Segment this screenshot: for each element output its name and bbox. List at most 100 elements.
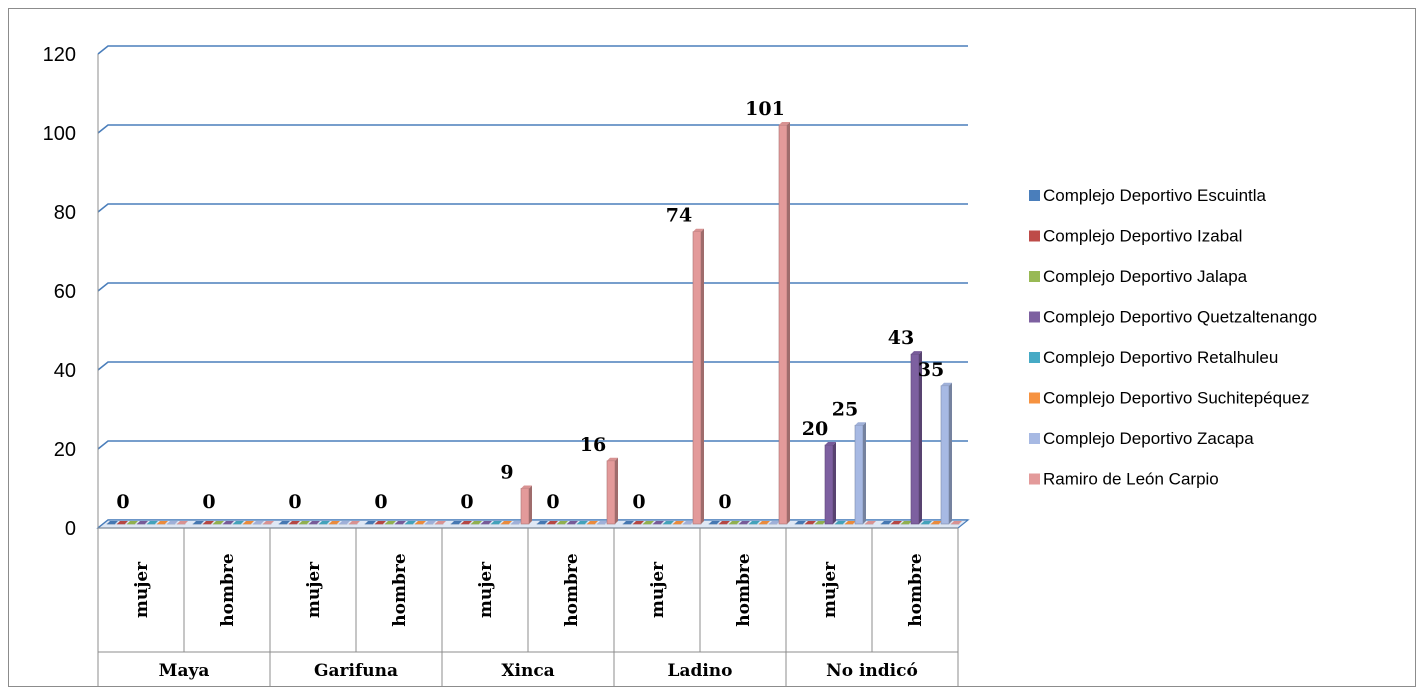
legend-swatch [1029,190,1040,201]
bar-top [825,442,836,445]
data-label: 0 [546,491,559,513]
bar-side [787,122,790,525]
bar-top [795,520,806,524]
bar-side [413,520,416,524]
gridline [97,361,968,371]
bar-side [287,520,290,524]
bar-side [433,520,436,524]
bar-side [499,520,502,524]
bar-top [395,520,406,524]
category-label: mujer [476,561,496,618]
bar-top [375,520,386,524]
group-label: Garifuna [314,661,398,681]
bar-top [203,520,214,524]
legend-swatch [1029,352,1040,363]
bar-top [643,520,654,524]
bar-top [365,520,376,524]
bar-top [223,520,234,524]
bar-top [279,520,290,524]
bar-top [415,520,426,524]
bar-side [251,520,254,524]
data-label: 43 [888,327,914,349]
bar-side [383,520,386,524]
bar-side [211,520,214,524]
bar-top [471,520,482,524]
y-tick-label: 40 [54,360,76,382]
y-tick-label: 120 [43,44,76,66]
data-label: 0 [632,491,645,513]
bar-top [481,520,492,524]
bar-side [317,520,320,524]
bar-side [747,520,750,524]
data-label: 0 [460,491,473,513]
bar-side [803,520,806,524]
group-label: Maya [159,661,210,681]
bar-top [719,520,730,524]
bar-side [469,520,472,524]
data-label: 0 [288,491,301,513]
group-label: Xinca [501,661,554,681]
bar-top [921,520,932,524]
bar-top [709,520,720,524]
bar [778,124,788,525]
bar-top [349,520,360,524]
bar-side [155,520,158,524]
bar-top [941,382,952,386]
chart-frame [8,8,1416,687]
bar-side [949,382,952,524]
bar-side [889,520,892,524]
bar-side [145,520,148,524]
legend-swatch [1029,433,1040,444]
bar-top [127,520,138,524]
gridline [97,203,968,213]
bar-top [557,520,568,524]
bar-side [347,520,350,524]
bar-top [739,520,750,524]
data-label: 0 [374,491,387,513]
data-label: 74 [666,205,692,227]
data-label: 35 [918,359,944,381]
data-label: 25 [832,398,858,420]
bar-top [319,520,330,524]
bar [520,488,530,525]
bar-top [177,520,188,524]
bar-side [919,351,922,524]
category-label: hombre [562,553,582,627]
bar-top [673,520,684,524]
bar-side [843,520,846,524]
bar-side [115,520,118,524]
bar-top [385,520,396,524]
bar-top [693,228,704,232]
bar-top [435,520,446,524]
bar-top [911,351,922,355]
data-label: 101 [745,98,785,120]
bar-top [633,520,644,524]
bar-top [425,520,436,524]
bar-top [623,520,634,524]
y-tick-label: 60 [54,281,76,303]
group-label: Ladino [667,661,732,681]
bar-top [339,520,350,524]
bar [940,385,950,525]
bar-side [813,520,816,524]
gridline [97,282,968,292]
bar-side [631,520,634,524]
bar-top [511,520,522,524]
bar-side [681,520,684,524]
bar-side [899,520,902,524]
bar-top [567,520,578,524]
data-label: 0 [718,491,731,513]
bar-side [241,520,244,524]
bar-top [243,520,254,524]
legend-swatch [1029,473,1040,485]
bar-top [263,520,274,524]
legend-swatch [1029,271,1040,282]
bar-side [641,520,644,524]
bar-side [393,520,396,524]
bar-side [929,520,932,524]
bar-top [865,520,876,524]
bar-side [833,442,836,524]
bar-top [577,520,588,524]
bar-top [901,520,912,524]
